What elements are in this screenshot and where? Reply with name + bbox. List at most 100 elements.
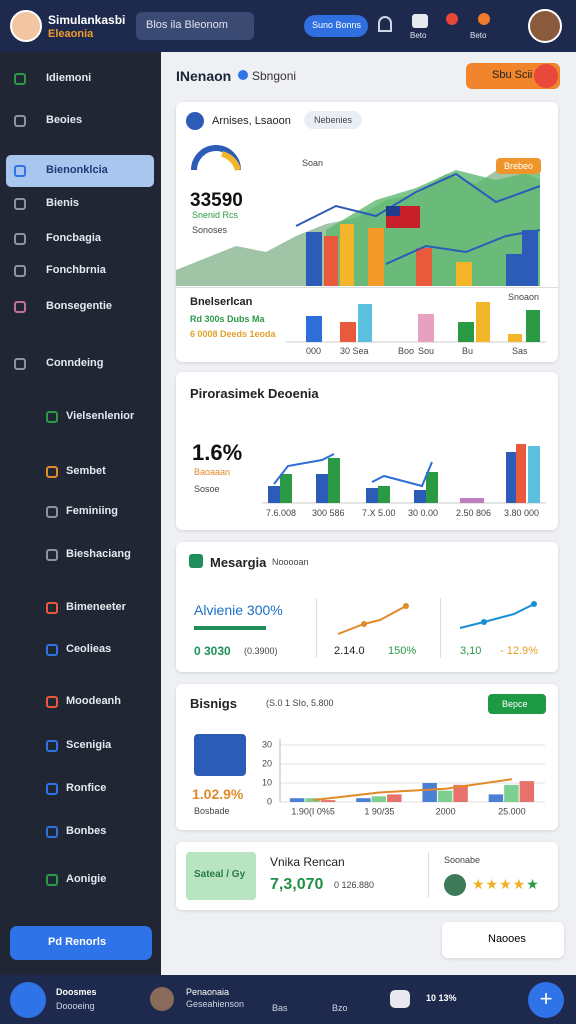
page-title: INenaon [176, 68, 232, 84]
card [176, 372, 558, 530]
sidebar-icon [46, 602, 58, 614]
sidebar-item[interactable]: Moodeanh [66, 695, 121, 707]
card-title: Pirorasimek Deoenia [190, 386, 319, 401]
sidebar-icon [46, 740, 58, 752]
icon[interactable] [378, 16, 392, 32]
sidebar-item[interactable]: Bienonklcia [46, 164, 108, 176]
home-button[interactable] [10, 982, 46, 1018]
icon[interactable] [446, 13, 458, 25]
x-tick-label: Sas [512, 346, 528, 356]
bottom-bar [0, 975, 576, 1024]
sidebar-item[interactable]: Ronfice [66, 782, 107, 794]
mini-line-chart [337, 601, 537, 635]
card-title: Bisnigs [190, 696, 237, 711]
sidebar-item[interactable]: Bimeneeter [66, 601, 126, 613]
card-title: Arnises, Lsaoon [212, 115, 291, 127]
sidebar-icon [46, 549, 58, 561]
status: 10 13% [426, 993, 457, 1003]
icon[interactable] [412, 14, 428, 28]
sidebar-item[interactable]: Conndeing [46, 357, 104, 369]
divider [428, 852, 429, 898]
sidebar-icon [14, 198, 26, 210]
label: Rd 300s Dubs Ma [190, 314, 265, 324]
sidebar-item[interactable]: Ceolieas [66, 643, 112, 655]
avatar [444, 874, 466, 896]
tag: Nooooan [272, 557, 309, 567]
label: Soonabe [444, 855, 481, 865]
x-tick-label: 000 [306, 346, 322, 356]
value: 150% [388, 645, 417, 657]
dot [238, 70, 248, 80]
sidebar-icon [46, 466, 58, 478]
value: 2.14.0 [334, 645, 365, 657]
label: Baoaaan [194, 467, 231, 477]
x-tick-label: Sou [418, 346, 435, 356]
sidebar-item[interactable]: Beoies [46, 114, 83, 126]
value: (0.3900) [244, 646, 278, 656]
avatar[interactable] [528, 9, 562, 43]
card-title: Mesargia [210, 555, 267, 570]
rating: ★★★★★ [472, 876, 540, 892]
search-box[interactable]: Blos ila Bleonom [136, 12, 254, 40]
card-title: Vnika Rencan [270, 855, 345, 869]
icon[interactable] [478, 13, 490, 25]
sub-title: Bnelserlcan [190, 296, 253, 308]
sidebar-icon [14, 301, 26, 313]
x-tick-label: 3.80 000 [504, 508, 540, 518]
sidebar-item[interactable]: Scenigia [66, 739, 112, 751]
sidebar-icon [14, 358, 26, 370]
subtitle: (S.0 1 SIo, 5.800 [266, 698, 334, 708]
x-tick-label: 30 Sea [340, 346, 369, 356]
sidebar [0, 52, 161, 975]
badge: Sateal / Gy [186, 852, 256, 900]
icon[interactable] [390, 990, 410, 1008]
sidebar-item[interactable]: Bienis [46, 197, 80, 209]
sidebar-icon [14, 233, 26, 245]
sidebar-item[interactable]: Idiemoni [46, 72, 92, 84]
sidebar-icon [14, 115, 26, 127]
x-tick-label: 300 586 [312, 508, 345, 518]
sidebar-item[interactable]: Fonchbrnia [46, 264, 106, 276]
label: Penaonaia [186, 987, 230, 997]
nav-label[interactable]: Bas [272, 1003, 288, 1013]
sidebar-item[interactable]: Bieshaciang [66, 548, 131, 560]
x-tick-label: 2.50 806 [456, 508, 492, 518]
card-icon [186, 112, 204, 130]
card-icon [189, 554, 203, 568]
mini-bar-chart [262, 444, 546, 504]
close-button[interactable] [534, 64, 558, 88]
sidebar-button[interactable]: Pd Renorls [10, 926, 152, 960]
label: Sonoses [192, 225, 228, 235]
sidebar-item[interactable]: Foncbagia [46, 232, 102, 244]
x-tick-label: 7.X 5.00 [362, 508, 396, 518]
card [176, 542, 558, 672]
avatar[interactable] [150, 987, 174, 1011]
sidebar-item[interactable]: Bonbes [66, 825, 107, 837]
big-number: 33590 [190, 190, 243, 211]
label: Snoaon [508, 292, 540, 302]
card-button[interactable]: Bepce [488, 694, 546, 714]
sidebar-item[interactable]: Sembet [66, 465, 106, 477]
area-chart [176, 145, 541, 286]
header-button[interactable]: Suno Bonns [304, 15, 368, 37]
x-tick-label: Boo [398, 346, 415, 356]
sidebar-item[interactable]: Vielsenlenior [66, 410, 135, 422]
add-button[interactable]: + [528, 982, 564, 1018]
nav-label[interactable]: Bzo [332, 1003, 348, 1013]
sidebar-icon [46, 826, 58, 838]
divider [316, 598, 317, 658]
sidebar-icon [46, 506, 58, 518]
sidebar-icon [14, 265, 26, 277]
chip[interactable]: Nebenies [304, 111, 363, 129]
sidebar-item[interactable]: Aonigie [66, 873, 107, 885]
floating-button[interactable]: Naooes [442, 922, 564, 958]
value: - 12.9% [500, 645, 538, 657]
icon-label: Beto [470, 31, 487, 40]
sidebar-item[interactable]: Bonsegentie [46, 300, 113, 312]
sidebar-icon [14, 165, 26, 177]
avatar[interactable] [10, 10, 42, 42]
sidebar-icon [46, 411, 58, 423]
sidebar-item[interactable]: Feminiing [66, 505, 118, 517]
tag: Soan [302, 158, 324, 168]
